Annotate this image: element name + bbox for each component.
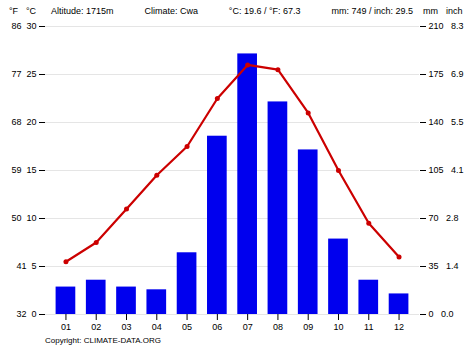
html-text:mm: mm bbox=[423, 6, 438, 16]
svg-text:41 5: 41 5 bbox=[16, 261, 36, 271]
svg-text:08: 08 bbox=[273, 322, 283, 332]
svg-text:32 0: 32 0 bbox=[16, 309, 36, 319]
svg-text:05: 05 bbox=[182, 322, 192, 332]
html-text:Copyright: CLIMATE-DATA.ORG: Copyright: CLIMATE-DATA.ORG bbox=[45, 336, 161, 345]
svg-text:140 5.5: 140 5.5 bbox=[429, 117, 464, 127]
svg-text:03: 03 bbox=[122, 322, 132, 332]
svg-text:06: 06 bbox=[212, 322, 222, 332]
html-text:Climate: Cwa: Climate: Cwa bbox=[144, 6, 198, 16]
html-text:Altitude: 1715m: Altitude: 1715m bbox=[51, 6, 114, 16]
html-text:°F: °F bbox=[8, 6, 18, 16]
svg-text:04: 04 bbox=[152, 322, 162, 332]
svg-text:70 2.8: 70 2.8 bbox=[429, 213, 459, 223]
svg-text:210 8.3: 210 8.3 bbox=[429, 21, 464, 31]
html-text:mm: 749 / inch: 29.5: mm: 749 / inch: 29.5 bbox=[331, 6, 413, 16]
svg-text:77 25: 77 25 bbox=[11, 69, 36, 79]
svg-text:35 1.4: 35 1.4 bbox=[429, 261, 459, 271]
svg-text:86 30: 86 30 bbox=[11, 21, 36, 31]
html-text:°C: °C bbox=[26, 6, 37, 16]
svg-text:175 6.9: 175 6.9 bbox=[429, 69, 464, 79]
svg-text:02: 02 bbox=[91, 322, 101, 332]
svg-text:01: 01 bbox=[61, 322, 71, 332]
svg-text:07: 07 bbox=[243, 322, 253, 332]
svg-text:09: 09 bbox=[303, 322, 313, 332]
svg-text:59 15: 59 15 bbox=[11, 165, 36, 175]
html-text:°C: 19.6 / °F: 67.3: °C: 19.6 / °F: 67.3 bbox=[228, 6, 301, 16]
svg-text:11: 11 bbox=[364, 322, 373, 332]
svg-text:0 0.0: 0 0.0 bbox=[429, 309, 454, 319]
svg-text:50 10: 50 10 bbox=[11, 213, 36, 223]
svg-text:12: 12 bbox=[394, 322, 404, 332]
svg-text:105 4.1: 105 4.1 bbox=[429, 165, 464, 175]
html-text:inch: inch bbox=[446, 6, 463, 16]
svg-text:68 20: 68 20 bbox=[11, 117, 36, 127]
svg-text:10: 10 bbox=[333, 322, 343, 332]
